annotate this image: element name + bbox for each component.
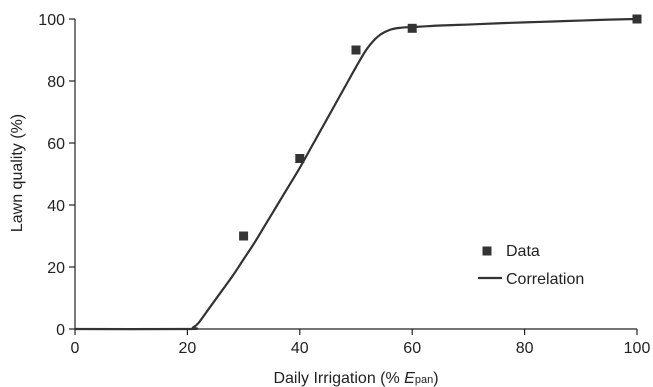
x-tick-label: 80 — [516, 340, 534, 357]
y-tick-label: 60 — [47, 136, 65, 153]
x-axis-label-close: ) — [433, 370, 438, 387]
ticks: 0 20 40 60 80 100 0 20 40 60 80 100 — [38, 12, 650, 357]
legend-data-label: Data — [506, 243, 540, 260]
data-point — [239, 231, 249, 241]
x-axis-label-variable: E — [404, 370, 415, 387]
y-axis-label: Lawn quality (%) — [9, 114, 26, 232]
data-point — [632, 14, 642, 24]
legend-data-marker — [482, 246, 492, 256]
plot-area — [74, 14, 642, 331]
x-axis-label-text: Daily Irrigation (% — [273, 370, 404, 387]
x-axis-label-subscript: pan — [415, 374, 433, 386]
y-tick-label: 80 — [47, 74, 65, 91]
y-tick-label: 0 — [56, 322, 65, 339]
x-tick-label: 20 — [179, 340, 197, 357]
data-point — [351, 45, 361, 55]
legend: Data Correlation — [478, 243, 584, 288]
legend-correlation-label: Correlation — [506, 271, 584, 288]
correlation-line — [74, 17, 638, 331]
y-tick-label: 40 — [47, 198, 65, 215]
data-point — [295, 154, 305, 163]
y-tick-label: 20 — [47, 260, 65, 277]
x-axis-label: Daily Irrigation (% Epan) — [273, 370, 438, 387]
x-tick-label: 40 — [291, 340, 309, 357]
x-tick-label: 60 — [403, 340, 421, 357]
x-tick-label: 100 — [624, 340, 651, 357]
data-point — [407, 23, 417, 33]
y-tick-label: 100 — [38, 12, 65, 29]
x-tick-label: 0 — [71, 340, 80, 357]
